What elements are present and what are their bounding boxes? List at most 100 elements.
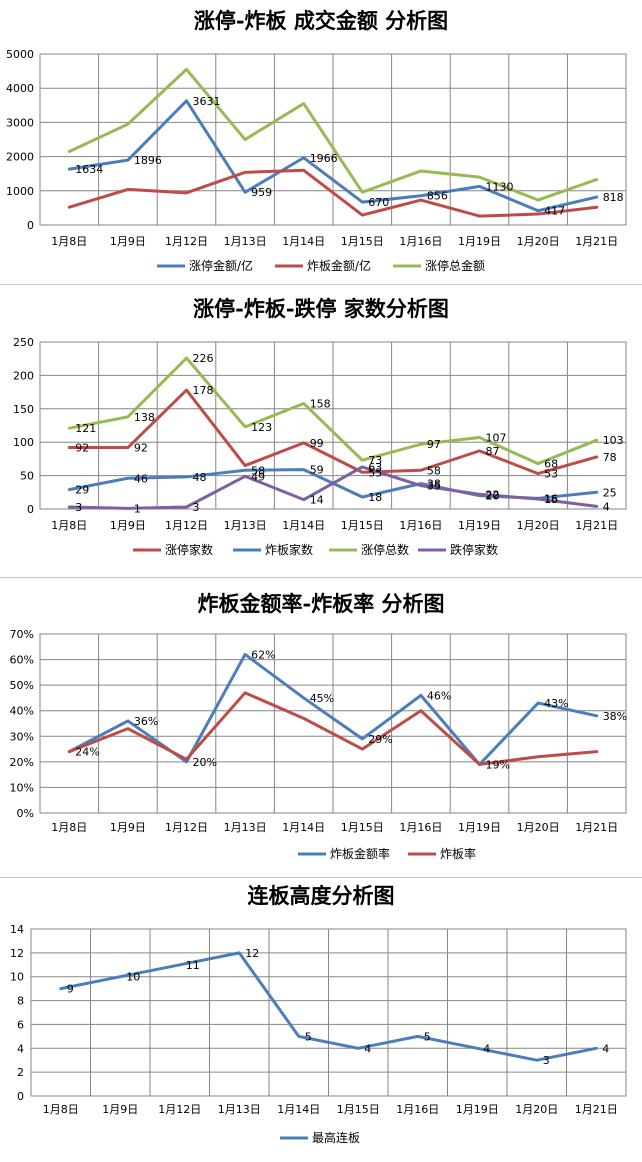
y-tick-label: 0%: [17, 807, 34, 820]
data-label: 55: [368, 466, 382, 479]
data-label: 158: [310, 397, 331, 410]
data-label: 12: [245, 947, 259, 960]
data-label: 1966: [310, 152, 338, 165]
legend-label: 涨停总金额: [425, 258, 485, 273]
x-tick-label: 1月13日: [218, 1103, 261, 1116]
data-label: 226: [193, 352, 214, 365]
y-tick-label: 10%: [10, 781, 34, 794]
y-tick-label: 14: [10, 923, 24, 936]
x-tick-label: 1月20日: [517, 821, 560, 834]
y-tick-label: 2: [17, 1066, 24, 1079]
data-label: 53: [544, 468, 558, 481]
chart-panel-counts: 涨停-炸板-跌停 家数分析图 0 50 100 150 200 250 1月8日 1月9日 1月1…: [0, 286, 642, 576]
panel-divider: [0, 877, 642, 878]
data-label: 45%: [310, 692, 334, 705]
x-tick-label: 1月15日: [337, 1103, 380, 1116]
data-label: 36%: [134, 715, 158, 728]
x-tick-label: 1月21日: [575, 1103, 618, 1116]
data-label: 107: [486, 432, 507, 445]
data-label: 38: [427, 478, 441, 491]
legend-label: 炸板家数: [265, 542, 313, 557]
panel-divider: [0, 577, 642, 578]
x-tick-label: 1月16日: [396, 1103, 439, 1116]
y-tick-label: 8: [17, 995, 24, 1008]
data-label: 20: [486, 490, 500, 503]
data-label: 11: [186, 959, 200, 972]
y-tick-label: 6: [17, 1018, 24, 1031]
data-label: 4: [602, 1042, 609, 1055]
x-tick-label: 1月16日: [399, 519, 442, 532]
x-tick-label: 1月21日: [575, 519, 618, 532]
data-label: 3: [75, 501, 82, 514]
x-tick-label: 1月9日: [110, 235, 146, 248]
turnover-line-chart: 涨停-炸板 成交金额 分析图 0 1000 2000 3000 4000 5000 1月8日 1…: [6, 8, 627, 273]
data-label: 1896: [134, 154, 162, 167]
data-label: 25: [603, 486, 617, 499]
x-tick-label: 1月13日: [224, 235, 267, 248]
data-label: 92: [75, 442, 89, 455]
data-label: 138: [134, 411, 155, 424]
data-label: 43%: [544, 697, 568, 710]
x-tick-label: 1月20日: [515, 1103, 558, 1116]
x-tick-label: 1月15日: [341, 821, 384, 834]
data-label: 10: [126, 971, 140, 984]
legend-label: 炸板金额/亿: [307, 258, 371, 273]
x-tick-label: 1月20日: [517, 519, 560, 532]
data-label: 417: [544, 205, 565, 218]
series-line: [67, 691, 599, 766]
y-tick-label: 70%: [10, 628, 34, 641]
x-tick-label: 1月14日: [277, 1103, 320, 1116]
data-label: 99: [310, 437, 324, 450]
series-line: [67, 652, 599, 766]
data-label: 97: [427, 438, 441, 451]
legend-label: 涨停总数: [361, 542, 409, 557]
data-label: 3: [543, 1054, 550, 1067]
x-tick-label: 1月14日: [282, 821, 325, 834]
y-tick-label: 250: [13, 336, 34, 349]
x-tick-label: 1月21日: [575, 821, 618, 834]
x-tick-label: 1月9日: [110, 519, 146, 532]
series-line: [67, 168, 599, 218]
chart-panel-rates: 炸板金额率-炸板率 分析图 0% 10% 20% 30% 40% 50% 60% 70% 1月8日…: [0, 579, 642, 876]
data-label: 5: [424, 1030, 431, 1043]
data-label: 24%: [75, 746, 99, 759]
y-tick-label: 12: [10, 947, 24, 960]
chart-title: 涨停-炸板 成交金额 分析图: [194, 8, 448, 33]
data-label: 29%: [368, 733, 392, 746]
data-label: 670: [368, 196, 389, 209]
legend-label: 炸板率: [440, 846, 476, 861]
data-label: 3631: [193, 95, 221, 108]
data-label: 46: [134, 472, 148, 485]
data-label: 18: [368, 491, 382, 504]
x-tick-label: 1月19日: [458, 235, 501, 248]
data-label: 9: [67, 983, 74, 996]
data-label: 15: [544, 493, 558, 506]
y-tick-label: 200: [13, 369, 34, 382]
x-tick-label: 1月13日: [224, 821, 267, 834]
data-label: 22: [486, 488, 500, 501]
y-tick-label: 1000: [6, 185, 34, 198]
data-label: 38%: [603, 710, 627, 723]
rates-line-chart: 炸板金额率-炸板率 分析图 0% 10% 20% 30% 40% 50% 60% 70% 1月8日…: [10, 591, 628, 861]
y-tick-label: 0: [17, 1090, 24, 1103]
board-height-line-chart: 连板高度分析图 0 2 4 6 8 10 12 14 1月8日 1月9日 1月12日 1月13日 1月14…: [10, 883, 627, 1145]
data-label: 121: [75, 422, 96, 435]
y-tick-label: 40%: [10, 705, 34, 718]
x-tick-label: 1月16日: [399, 821, 442, 834]
y-tick-label: 20%: [10, 756, 34, 769]
data-label: 35: [427, 480, 441, 493]
x-tick-label: 1月19日: [458, 821, 501, 834]
series-line: [67, 356, 599, 466]
data-label: 63: [368, 461, 382, 474]
data-label: 62%: [251, 648, 275, 661]
data-label: 123: [251, 421, 272, 434]
y-tick-label: 30%: [10, 730, 34, 743]
x-tick-label: 1月12日: [165, 519, 208, 532]
legend-label: 炸板金额率: [330, 846, 390, 861]
x-tick-label: 1月8日: [43, 1103, 79, 1116]
x-tick-label: 1月8日: [51, 821, 87, 834]
x-tick-label: 1月19日: [456, 1103, 499, 1116]
data-label: 1130: [486, 180, 514, 193]
data-label: 3: [193, 501, 200, 514]
x-tick-label: 1月8日: [51, 519, 87, 532]
